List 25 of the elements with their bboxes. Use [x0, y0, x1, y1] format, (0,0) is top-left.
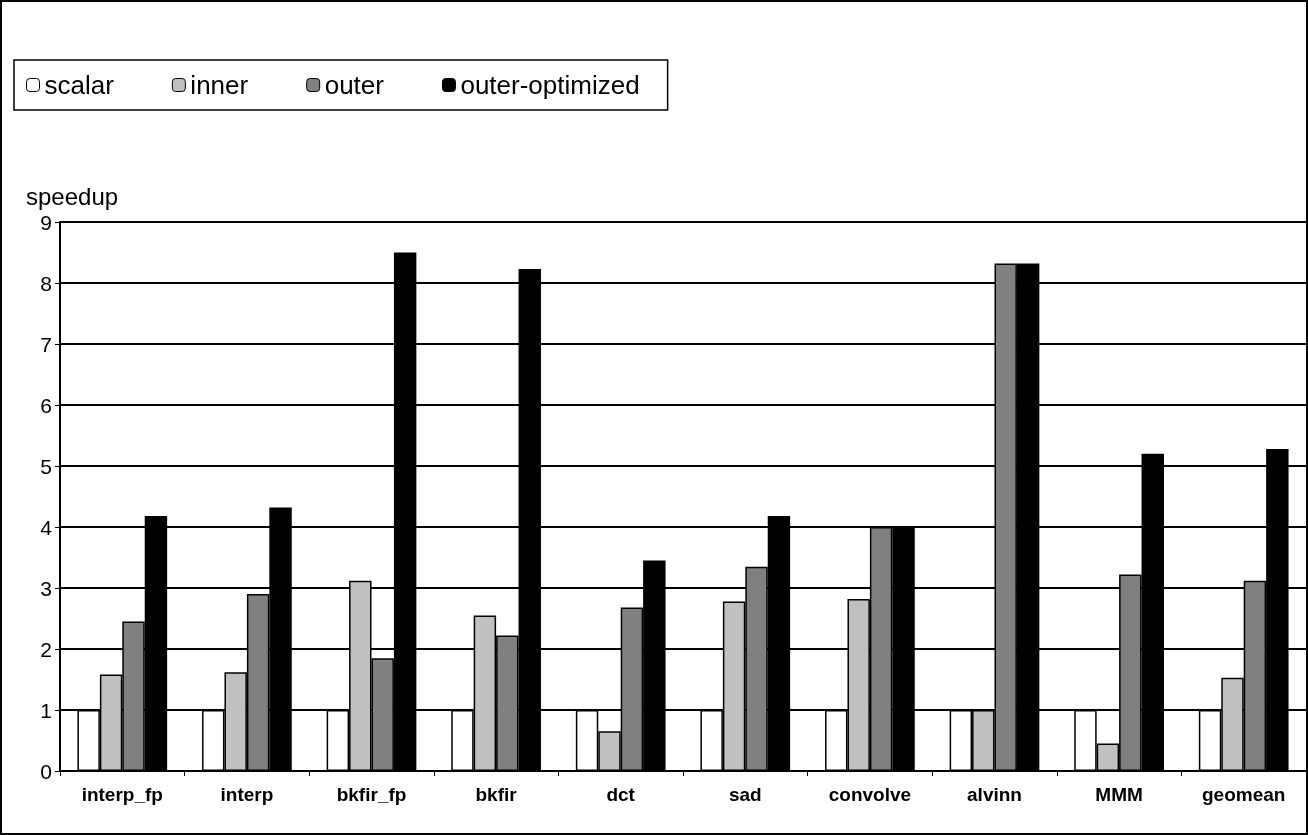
legend-label: scalar — [44, 70, 115, 100]
y-tick-label: 3 — [40, 576, 52, 600]
y-tick-label: 4 — [40, 515, 53, 539]
y-tick-label: 2 — [40, 637, 52, 661]
x-tick-label: dct — [606, 784, 636, 805]
y-tick-label: 8 — [40, 271, 52, 295]
y-tick-label: 0 — [40, 759, 52, 783]
y-tick-label: 7 — [40, 332, 52, 356]
x-tick-label: convolve — [828, 784, 912, 805]
x-tick-label: bkfir — [475, 784, 518, 805]
y-tick-label: 6 — [40, 393, 52, 417]
y-tick-label: 9 — [40, 210, 52, 234]
x-tick-label: interp_fp — [81, 784, 163, 805]
y-tick-label: 5 — [40, 454, 52, 478]
legend-label: outer-optimized — [460, 70, 640, 100]
legend-label: inner — [190, 70, 249, 100]
legend-label: outer — [324, 70, 385, 100]
x-tick-label: bkfir_fp — [336, 784, 407, 805]
x-tick-label: sad — [728, 784, 762, 805]
x-tick-label: interp — [220, 784, 274, 805]
y-tick-label: 1 — [40, 698, 52, 722]
x-tick-label: geomean — [1201, 784, 1286, 805]
x-tick-label: MMM — [1095, 784, 1143, 805]
y-axis-title: speedup — [26, 182, 119, 210]
x-tick-label: alvinn — [967, 784, 1022, 805]
